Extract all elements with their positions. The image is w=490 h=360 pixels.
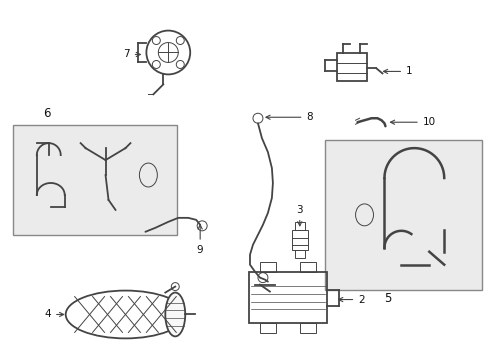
Bar xyxy=(300,323,316,333)
Ellipse shape xyxy=(165,293,185,336)
Text: 2: 2 xyxy=(339,294,365,305)
Text: 7: 7 xyxy=(123,49,140,59)
Text: 10: 10 xyxy=(391,117,436,127)
Text: 4: 4 xyxy=(45,310,64,319)
Bar xyxy=(260,323,276,333)
Bar xyxy=(260,262,276,272)
Text: 8: 8 xyxy=(266,112,313,122)
Text: 6: 6 xyxy=(43,107,50,120)
Text: 9: 9 xyxy=(197,225,203,255)
Bar xyxy=(13,125,177,235)
Bar xyxy=(295,222,305,230)
Bar xyxy=(300,262,316,272)
Text: 3: 3 xyxy=(296,205,303,226)
Bar xyxy=(295,250,305,258)
Text: 5: 5 xyxy=(385,292,392,305)
Bar xyxy=(325,140,482,289)
Bar xyxy=(292,230,308,250)
Bar xyxy=(249,272,327,323)
Bar xyxy=(337,54,367,81)
Text: 1: 1 xyxy=(384,67,413,76)
